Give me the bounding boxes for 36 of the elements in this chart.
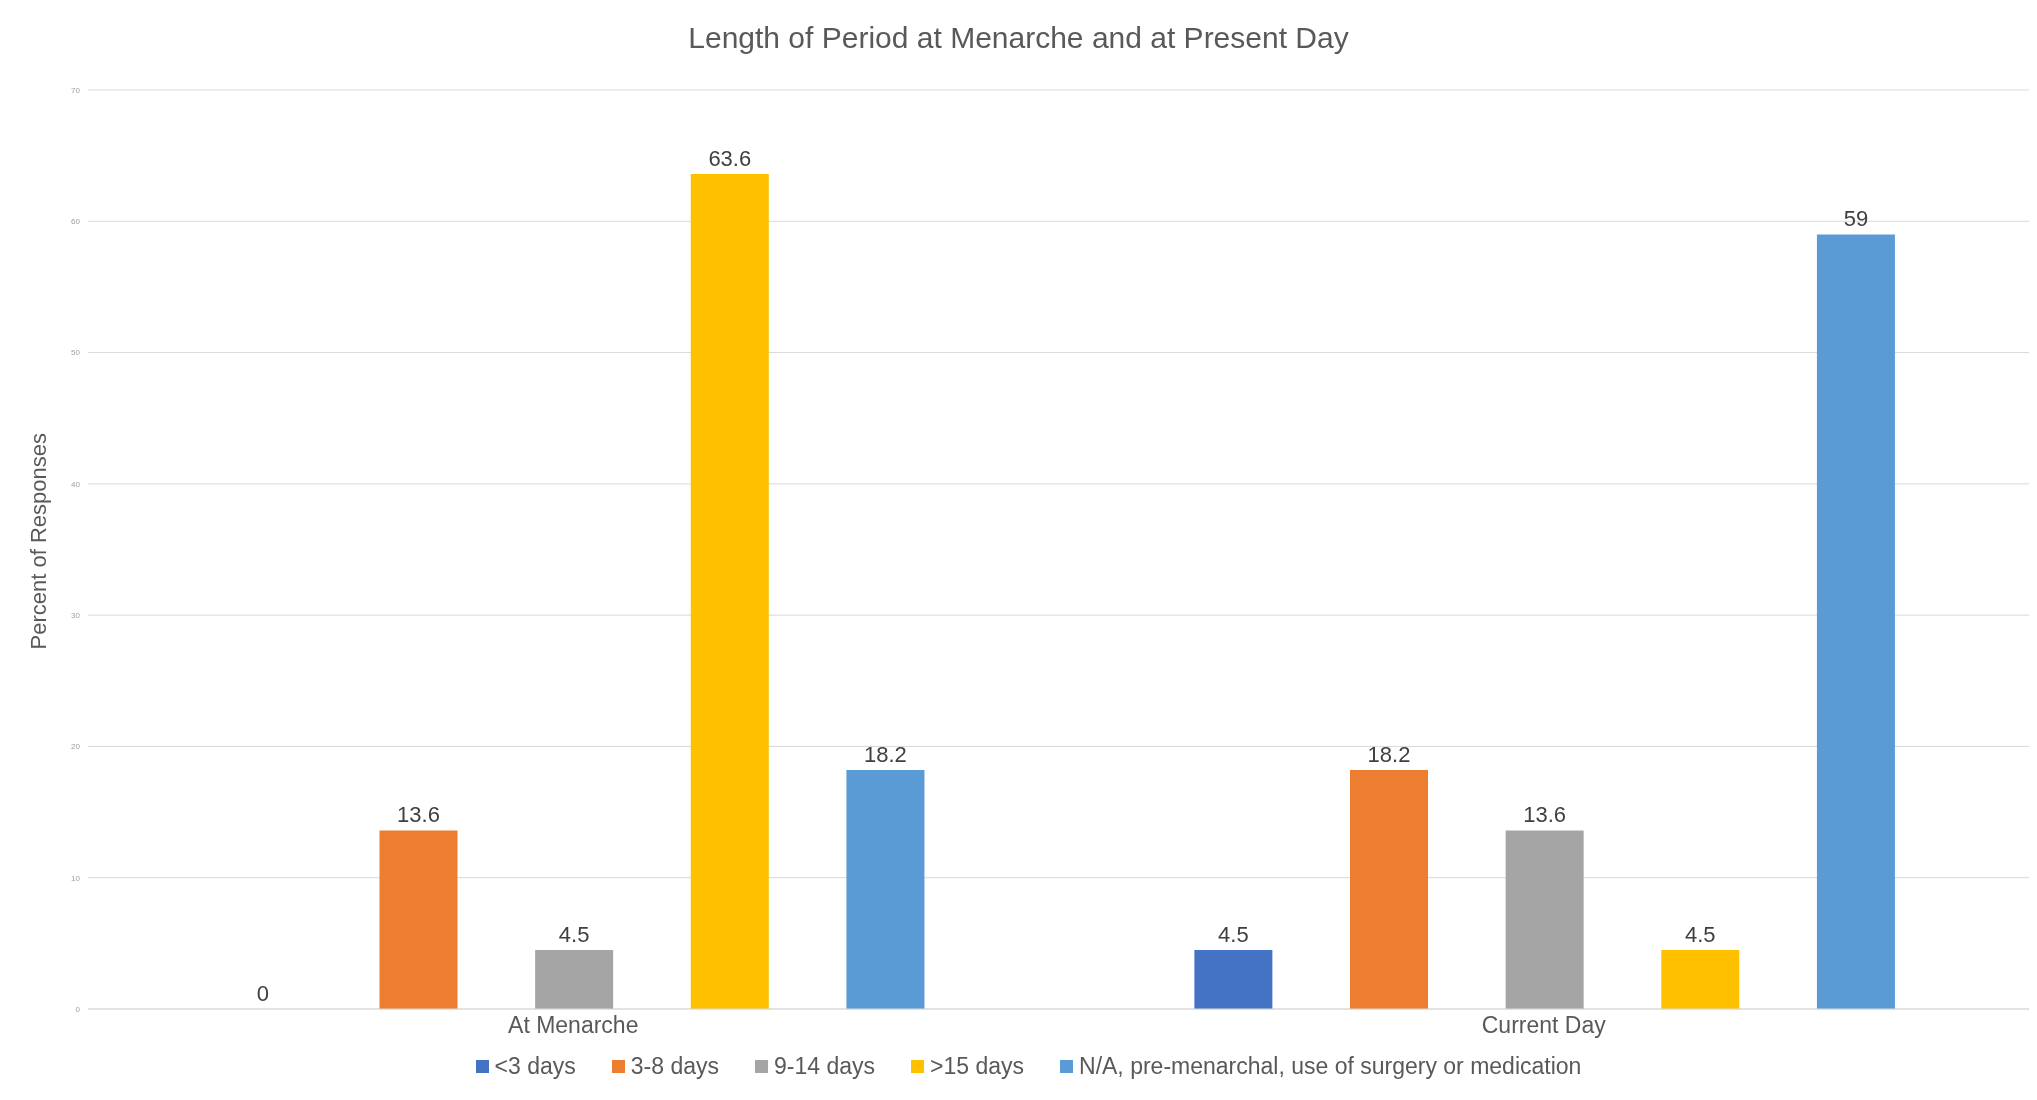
bar [1350,770,1429,1009]
legend-label: 3-8 days [629,1053,719,1080]
data-label: 18.2 [864,742,907,768]
legend-label: >15 days [929,1053,1025,1080]
data-label: 0 [256,980,269,1006]
y-tick-label: 20 [71,742,81,752]
bar [535,949,614,1009]
y-tick-label: 10 [71,873,81,883]
legend-label: N/A, pre-menarchal, use of surgery or medication [1078,1053,1582,1080]
bar [379,830,458,1009]
data-label: 4.5 [558,921,590,947]
y-tick-label: 30 [71,610,81,620]
data-label: 4.5 [1684,921,1716,947]
chart-title: Length of Period at Menarche and at Present Day [687,20,1350,56]
bar [690,174,769,1009]
x-tick-label: Current Day [1481,1012,1607,1039]
bar [1661,949,1740,1009]
y-tick-label: 50 [71,348,81,358]
bar [1194,949,1273,1009]
data-label: 18.2 [1367,742,1411,768]
legend-label: <3 days [493,1053,576,1080]
y-axis-title: Percent of Responses [25,433,51,650]
y-tick-label: 70 [71,85,81,95]
bar [1816,234,1895,1009]
legend-label: 9-14 days [773,1053,876,1080]
x-tick-label: At Menarche [508,1012,639,1039]
data-label: 59 [1843,206,1869,232]
bar [1505,830,1584,1009]
data-label: 13.6 [397,802,440,828]
y-tick-label: 40 [71,479,81,489]
data-label: 63.6 [708,146,752,172]
y-tick-label: 60 [71,217,81,227]
y-tick-label: 0 [75,1004,81,1014]
data-label: 13.6 [1523,802,1567,828]
data-label: 4.5 [1218,921,1249,947]
bar [846,770,925,1009]
